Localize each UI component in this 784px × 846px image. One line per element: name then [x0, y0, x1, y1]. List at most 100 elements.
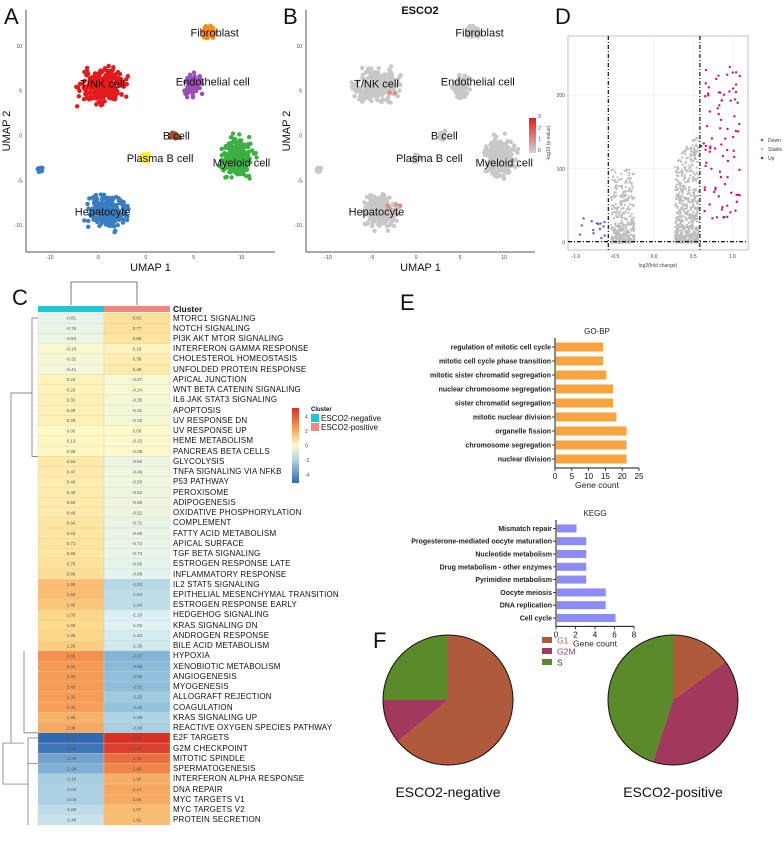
volcano-point-stable [679, 212, 683, 215]
umap-point [373, 201, 379, 206]
umap-point [490, 161, 495, 167]
umap-point [199, 91, 205, 97]
volcano-point-stable [676, 188, 679, 191]
volcano-point-up [731, 135, 735, 139]
volcano-point-stable [697, 150, 700, 153]
legend-label: Stable [768, 147, 782, 153]
volcano-point-up [714, 77, 718, 81]
umap-point [502, 131, 508, 136]
volcano-point-up [737, 193, 740, 196]
heatmap-value: 0.86 [67, 572, 76, 577]
volcano-point-up [729, 99, 732, 102]
volcano-point-stable [680, 171, 683, 174]
volcano-point-stable [681, 188, 684, 192]
panel-label-b: B [283, 4, 298, 29]
volcano-point-stable [614, 203, 617, 206]
volcano-point-stable [695, 160, 699, 164]
legend-swatch [311, 423, 319, 431]
umap-point [206, 33, 212, 39]
volcano-point-stable [613, 232, 616, 235]
volcano-point-up [738, 168, 741, 172]
volcano-point-stable [624, 226, 627, 229]
volcano-point-stable [694, 152, 698, 155]
volcano-point-stable [626, 235, 629, 238]
umap-point [124, 94, 129, 99]
colorbar-tick: -2 [305, 458, 310, 464]
volcano-point-stable [692, 231, 695, 235]
volcano-point-stable [632, 234, 635, 238]
volcano-point-stable [682, 205, 685, 208]
volcano-point-stable [679, 186, 682, 189]
umap-point [493, 156, 499, 162]
volcano-point-stable [680, 206, 683, 209]
volcano-point-stable [625, 197, 629, 200]
umap-point [114, 203, 119, 209]
volcano-point-stable [684, 181, 687, 184]
volcano-point-up [713, 147, 717, 150]
umap-point [240, 161, 245, 166]
umap-point [142, 158, 148, 164]
volcano-point-stable [688, 217, 691, 220]
volcano-point-stable [680, 231, 684, 234]
volcano-point-stable [684, 218, 688, 221]
cluster-points [182, 70, 205, 100]
umap-point [247, 156, 252, 161]
umap-point [110, 196, 116, 202]
volcano-point-stable [690, 159, 693, 162]
umap-point [507, 169, 512, 174]
volcano-point-up [721, 205, 724, 209]
y-tick-label: 10 [16, 44, 22, 50]
volcano-point-stable [617, 205, 620, 209]
umap-point [483, 152, 489, 158]
bar-category-label: organelle fission [495, 429, 551, 436]
heatmap-value: 2.40 [67, 684, 76, 689]
heatmap-value: 1.29 [67, 643, 76, 648]
volcano-point-up [734, 129, 738, 133]
umap-point [398, 73, 404, 78]
volcano-point-stable [627, 174, 630, 177]
volcano-point-stable [676, 218, 680, 221]
bar [556, 454, 627, 464]
umap-point [110, 96, 115, 101]
volcano-point-stable [619, 222, 622, 225]
umap-point [92, 71, 98, 76]
umap-point [114, 77, 120, 82]
volcano-point-stable [676, 167, 679, 170]
umap-point [184, 95, 190, 100]
volcano-point-stable [682, 178, 685, 181]
volcano-point-stable [684, 150, 687, 153]
umap-point [383, 75, 388, 80]
volcano-point-stable [695, 177, 699, 181]
volcano-point-stable [695, 179, 698, 182]
volcano-point-stable [690, 206, 694, 209]
umap-point [97, 210, 102, 215]
volcano-point-stable [614, 223, 617, 226]
heatmap-row-label: TGF BETA SIGNALING [173, 549, 261, 559]
volcano-point-stable [626, 229, 630, 233]
annotation-title: Cluster [173, 304, 203, 314]
volcano-point-up [719, 175, 723, 179]
volcano-point-stable [619, 172, 623, 175]
x-axis-title: Gene count [575, 480, 620, 490]
heatmap-row-label: ESTROGEN RESPONSE LATE [173, 559, 291, 569]
volcano-point-stable [695, 211, 698, 215]
umap-point [372, 219, 377, 224]
umap-point [108, 77, 113, 83]
umap-point [82, 78, 87, 84]
volcano-point-up [720, 208, 724, 211]
volcano-point-stable [676, 165, 680, 169]
umap-point [386, 99, 391, 105]
umap-point [91, 199, 97, 205]
heatmap-row-label: REACTIVE OXYGEN SPECIES PATHWAY [173, 723, 333, 733]
volcano-point-stable [631, 217, 634, 220]
volcano-point-stable [681, 214, 684, 217]
umap-point [182, 88, 187, 94]
umap-point [106, 63, 111, 69]
heatmap-value: 2.05 [133, 797, 142, 802]
volcano-point-stable [697, 201, 700, 204]
umap-point [498, 173, 504, 178]
volcano-point-stable [681, 163, 684, 166]
umap-point [202, 35, 208, 40]
umap-point [361, 97, 367, 102]
umap-point [465, 28, 471, 33]
